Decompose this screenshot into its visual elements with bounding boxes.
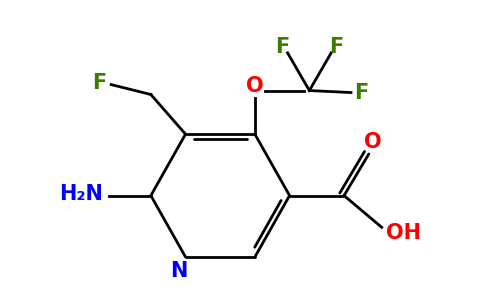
Text: F: F xyxy=(275,37,290,57)
Text: O: O xyxy=(246,76,264,96)
Text: F: F xyxy=(329,37,343,57)
Text: F: F xyxy=(92,73,106,93)
Text: N: N xyxy=(170,261,187,281)
Text: OH: OH xyxy=(386,223,421,243)
Text: F: F xyxy=(354,83,368,103)
Text: H₂N: H₂N xyxy=(60,184,104,204)
Text: O: O xyxy=(364,132,381,152)
